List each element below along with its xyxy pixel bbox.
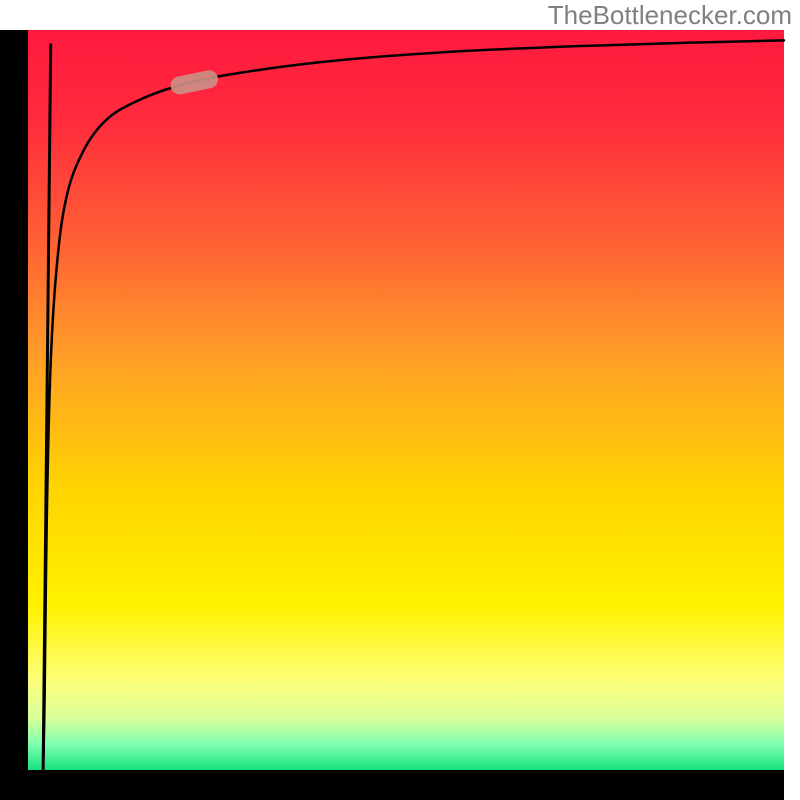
bottleneck-chart bbox=[0, 0, 800, 800]
watermark-text: TheBottlenecker.com bbox=[548, 0, 792, 31]
frame-bottom bbox=[0, 770, 784, 800]
frame-left bbox=[0, 30, 28, 800]
plot-background bbox=[28, 30, 784, 770]
